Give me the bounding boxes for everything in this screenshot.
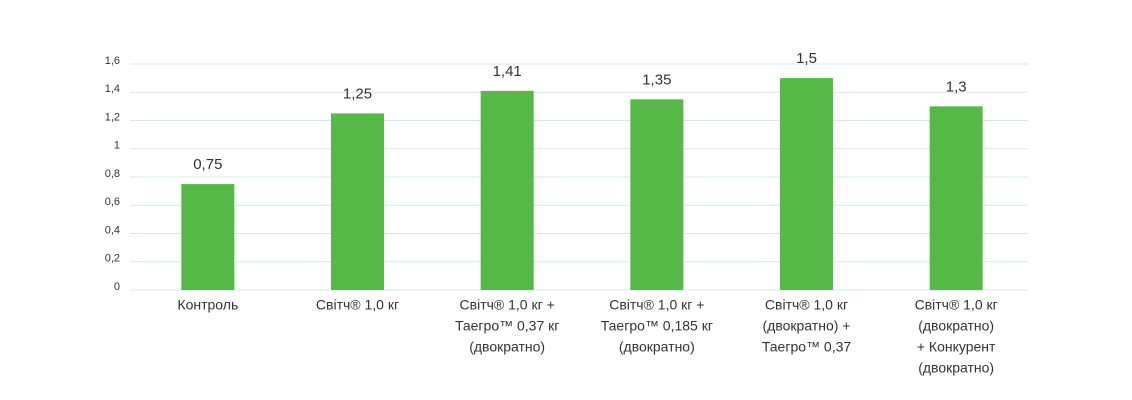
x-tick-label: Світч® 1,0 кг + xyxy=(460,297,555,313)
y-tick-label: 1 xyxy=(114,140,120,152)
x-tick-label: Контроль xyxy=(177,297,238,313)
y-tick-label: 0,4 xyxy=(105,224,120,236)
bar xyxy=(181,184,235,290)
x-tick-label: Світч® 1,0 кг xyxy=(915,297,998,313)
bar xyxy=(929,106,983,290)
y-tick-label: 0,2 xyxy=(105,253,120,265)
x-tick-label: Світч® 1,0 кг xyxy=(316,297,399,313)
value-label: 1,3 xyxy=(946,78,967,95)
bar xyxy=(331,113,384,290)
x-tick-label: Світч® 1,0 кг + xyxy=(609,297,704,313)
x-tick-label: Світч® 1,0 кг xyxy=(765,297,848,313)
y-tick-label: 1,6 xyxy=(105,55,120,67)
x-tick-label: (двократно) xyxy=(918,318,994,334)
y-tick-label: 0,8 xyxy=(105,168,120,180)
x-tick-label: (двократно) + xyxy=(763,318,851,334)
y-tick-label: 0,6 xyxy=(105,196,120,208)
value-label: 1,5 xyxy=(796,50,817,67)
value-label: 1,41 xyxy=(493,63,522,80)
x-tick-label: + Конкурент xyxy=(917,339,996,355)
bar xyxy=(480,90,534,291)
bar xyxy=(630,99,684,290)
value-label: 1,35 xyxy=(642,71,671,88)
x-tick-label: Таегро™ 0,37 xyxy=(762,339,852,355)
x-tick-label: Таегро™ 0,37 кг xyxy=(455,318,559,334)
x-tick-label: (двократно) xyxy=(469,339,545,355)
x-tick-label: Таегро™ 0,185 кг xyxy=(601,318,713,334)
y-tick-label: 1,4 xyxy=(105,83,120,95)
value-label: 1,25 xyxy=(343,85,372,102)
value-label: 0,75 xyxy=(193,156,222,173)
y-tick-label: 1,2 xyxy=(105,111,120,123)
bar xyxy=(780,78,833,290)
x-tick-label: (двократно) xyxy=(619,339,695,355)
x-tick-label: (двократно) xyxy=(918,360,994,376)
y-tick-label: 0 xyxy=(114,281,120,293)
